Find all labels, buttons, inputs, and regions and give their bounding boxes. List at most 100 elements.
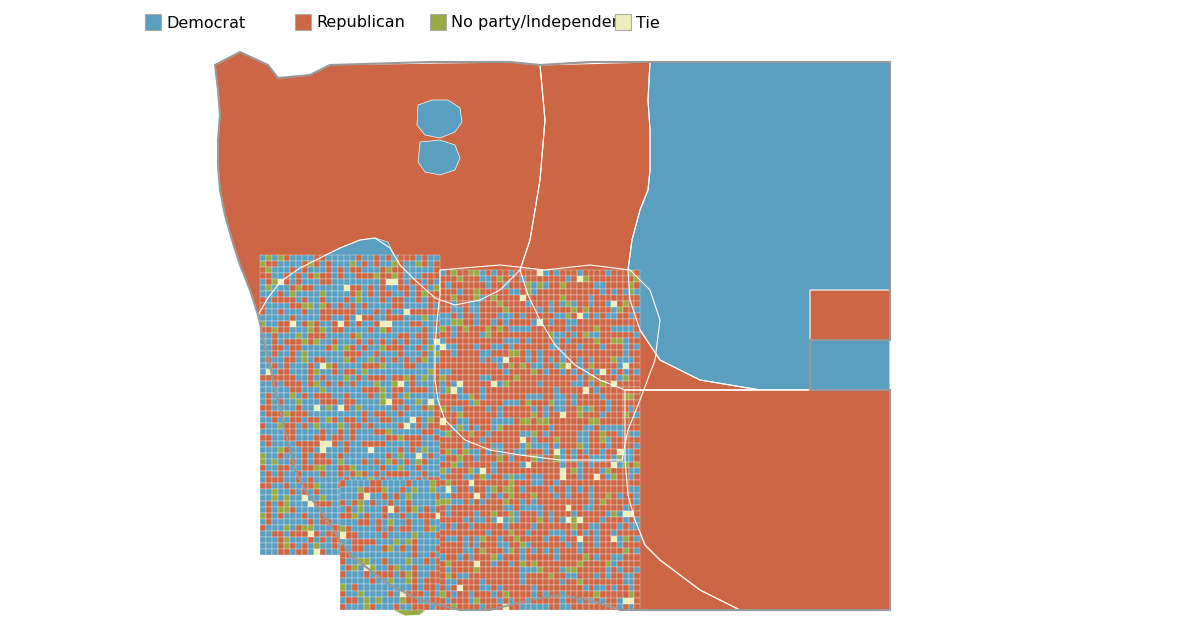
Bar — [509, 400, 515, 406]
Bar — [428, 513, 434, 519]
Bar — [350, 519, 356, 525]
Bar — [296, 405, 302, 411]
Bar — [565, 425, 571, 431]
Bar — [260, 513, 266, 519]
Bar — [386, 363, 392, 369]
Bar — [296, 345, 302, 351]
Bar — [451, 357, 457, 363]
Bar — [503, 524, 509, 530]
Bar — [338, 363, 344, 369]
Bar — [406, 506, 412, 512]
Bar — [284, 513, 290, 519]
Bar — [480, 561, 486, 567]
Bar — [606, 567, 612, 573]
Bar — [623, 443, 629, 449]
Bar — [515, 554, 520, 561]
Bar — [386, 369, 392, 375]
Bar — [560, 437, 565, 443]
Bar — [320, 345, 326, 351]
Bar — [374, 417, 380, 423]
Bar — [588, 480, 594, 486]
Bar — [416, 351, 422, 357]
Bar — [368, 273, 374, 279]
Bar — [451, 499, 457, 505]
Bar — [362, 447, 368, 453]
Bar — [623, 381, 629, 387]
Bar — [594, 561, 600, 567]
Bar — [412, 500, 418, 506]
Bar — [344, 309, 350, 315]
Bar — [542, 517, 548, 524]
Bar — [538, 530, 542, 536]
Bar — [392, 423, 398, 429]
Bar — [266, 537, 272, 543]
Bar — [538, 394, 542, 400]
Bar — [594, 369, 600, 375]
Bar — [350, 501, 356, 507]
Bar — [410, 399, 416, 405]
Bar — [308, 423, 314, 429]
Bar — [468, 536, 474, 542]
Bar — [526, 536, 532, 542]
Bar — [422, 417, 428, 423]
Bar — [352, 551, 358, 558]
Bar — [362, 345, 368, 351]
Bar — [635, 301, 640, 307]
Bar — [362, 357, 368, 363]
Bar — [302, 375, 308, 381]
Bar — [588, 387, 594, 394]
Bar — [542, 511, 548, 517]
Bar — [338, 525, 344, 531]
Bar — [484, 539, 490, 545]
Bar — [392, 453, 398, 459]
Bar — [451, 350, 457, 357]
Bar — [445, 431, 451, 437]
Bar — [474, 276, 480, 282]
Bar — [486, 289, 492, 295]
Bar — [612, 567, 617, 573]
Bar — [577, 542, 583, 548]
Bar — [290, 543, 296, 549]
Bar — [606, 406, 612, 412]
Bar — [394, 500, 400, 506]
Bar — [442, 486, 448, 493]
Bar — [554, 357, 560, 363]
Bar — [278, 387, 284, 393]
Bar — [350, 537, 356, 543]
Bar — [314, 303, 320, 309]
Bar — [380, 501, 386, 507]
Bar — [560, 276, 565, 282]
Bar — [404, 495, 410, 501]
Bar — [410, 489, 416, 495]
Bar — [418, 506, 424, 512]
Bar — [410, 255, 416, 261]
Bar — [468, 567, 474, 573]
Bar — [445, 418, 451, 425]
Bar — [362, 525, 368, 531]
Bar — [594, 363, 600, 369]
Bar — [352, 525, 358, 532]
Bar — [376, 578, 382, 584]
Bar — [606, 530, 612, 536]
Bar — [398, 531, 404, 537]
Bar — [451, 418, 457, 425]
Bar — [526, 524, 532, 530]
Bar — [332, 501, 338, 507]
Bar — [374, 327, 380, 333]
Bar — [260, 291, 266, 297]
Bar — [376, 512, 382, 519]
Bar — [594, 585, 600, 592]
Bar — [548, 375, 554, 381]
Bar — [635, 536, 640, 542]
Bar — [571, 425, 577, 431]
Bar — [451, 363, 457, 369]
Bar — [612, 598, 617, 604]
Bar — [503, 462, 509, 468]
Bar — [290, 309, 296, 315]
Bar — [445, 400, 451, 406]
Bar — [445, 567, 451, 573]
Bar — [424, 597, 430, 604]
Bar — [356, 465, 362, 471]
Bar — [290, 357, 296, 363]
Bar — [374, 279, 380, 285]
